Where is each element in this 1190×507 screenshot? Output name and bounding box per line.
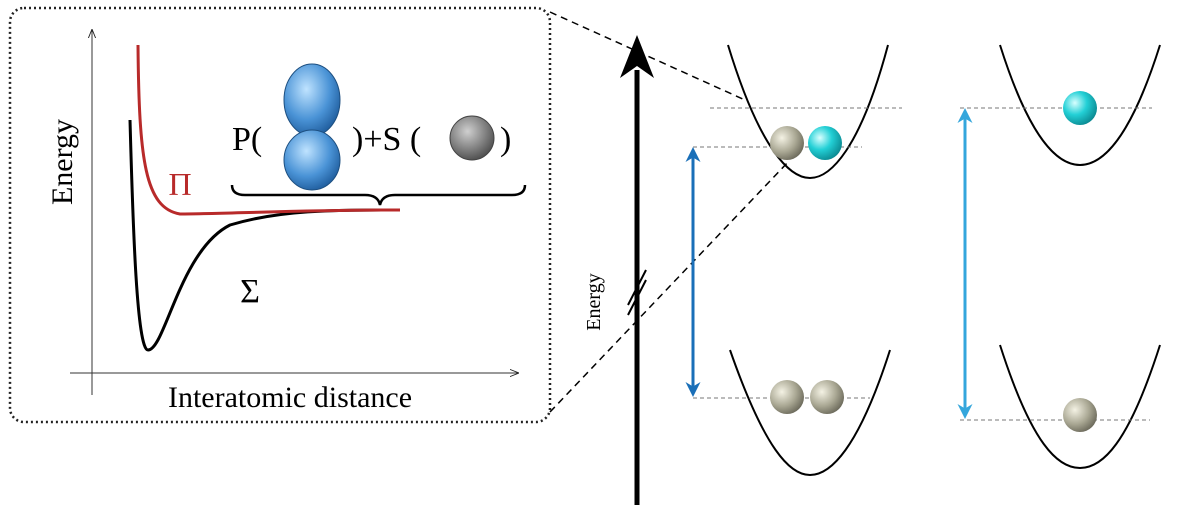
p-orbital-lobe	[284, 130, 340, 190]
atom	[808, 126, 842, 160]
atom	[1063, 91, 1097, 125]
formula-close: )	[500, 121, 511, 158]
diagram: Energy Interatomic distance Π Σ P( )+S (…	[0, 0, 1190, 507]
formula-p: P(	[232, 121, 262, 158]
pi-label: Π	[168, 166, 191, 202]
zoom-line	[550, 12, 745, 100]
atom	[1063, 398, 1097, 432]
x-label: Interatomic distance	[168, 381, 412, 414]
atom	[770, 380, 804, 414]
energy-label: Energy	[583, 273, 605, 330]
p-orbital-lobe	[284, 64, 340, 136]
brace	[232, 185, 525, 205]
atom	[810, 380, 844, 414]
s-orbital	[450, 116, 494, 160]
atom	[770, 126, 804, 160]
formula-plus-s: )+S (	[352, 121, 421, 158]
well	[730, 350, 890, 475]
y-label: Energy	[46, 119, 79, 205]
well	[728, 45, 888, 178]
sigma-label: Σ	[240, 273, 260, 310]
